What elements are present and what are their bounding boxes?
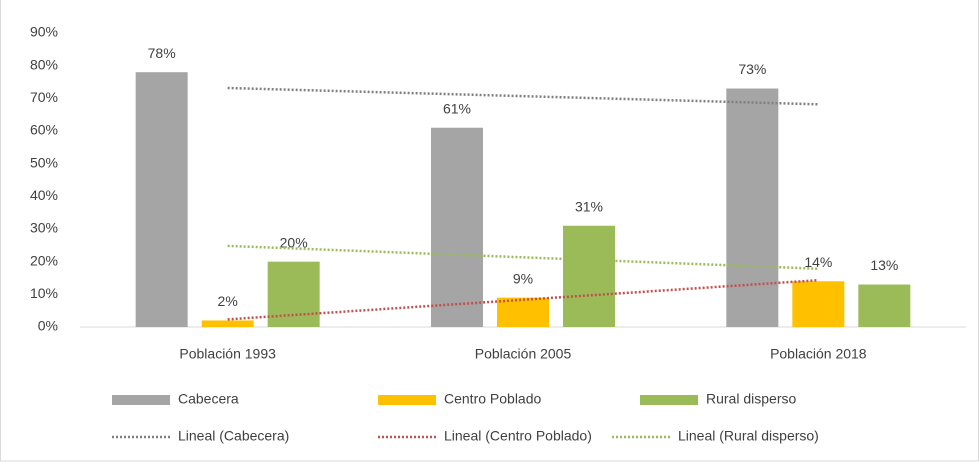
data-label: 78% [148,45,176,61]
legend-swatch [378,395,436,405]
y-tick-label: 20% [30,252,58,268]
trendline [227,278,819,321]
data-label: 20% [280,234,308,250]
y-tick-label: 30% [30,220,58,236]
data-label: 31% [575,198,603,214]
trendline [227,244,819,270]
bar [201,320,254,327]
trendline [227,86,819,106]
legend-label: Rural disperso [706,391,796,407]
bar [497,297,549,327]
data-label: 13% [870,257,898,273]
bar [792,281,845,327]
x-tick-label: Población 2018 [770,346,867,362]
y-tick-label: 70% [30,89,58,105]
legend-label: Centro Poblado [444,391,542,407]
x-tick-label: Población 1993 [179,346,276,362]
legend-label: Lineal (Centro Poblado) [444,428,592,444]
data-label: 61% [443,100,471,116]
legend-swatch [112,395,170,405]
data-label: 14% [804,254,832,270]
data-label: 73% [738,61,766,77]
bar [726,88,779,328]
legend-label: Lineal (Rural disperso) [678,428,819,444]
y-tick-label: 80% [30,56,58,72]
legend-swatch [640,395,698,405]
legend-label: Lineal (Cabecera) [178,428,289,444]
bar [563,225,615,327]
y-tick-label: 60% [30,122,58,138]
bar [135,72,188,327]
data-label: 9% [513,270,533,286]
y-tick-label: 90% [30,24,58,40]
bar [431,127,483,327]
legend-label: Cabecera [178,391,239,407]
data-label: 2% [218,293,238,309]
x-tick-label: Población 2005 [475,346,572,362]
y-tick-label: 10% [30,285,58,301]
y-tick-label: 0% [38,318,58,334]
bar [267,261,320,327]
bar [858,284,911,327]
y-tick-label: 50% [30,154,58,170]
y-tick-label: 40% [30,187,58,203]
